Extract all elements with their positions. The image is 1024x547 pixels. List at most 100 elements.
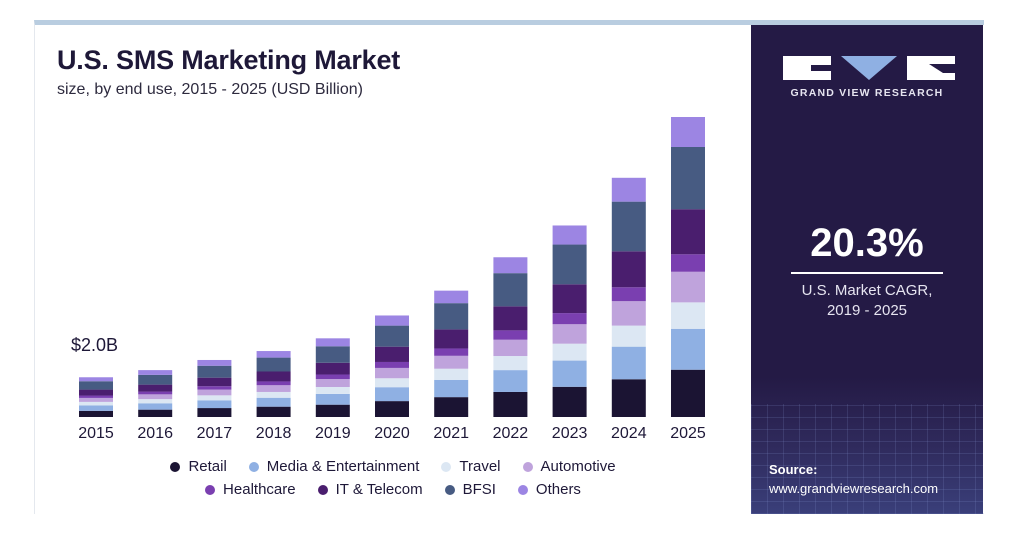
bar-2019-others — [315, 338, 350, 347]
x-tick-label: 2022 — [493, 425, 529, 442]
brand-panel: GRAND VIEW RESEARCH 20.3% U.S. Market CA… — [751, 25, 983, 514]
bar-2022-automotive — [493, 339, 528, 357]
legend-label: Healthcare — [223, 481, 296, 498]
bar-2018-healthcare — [256, 381, 291, 386]
bar-2024-retail — [611, 379, 646, 417]
bar-2024-media-entertainment — [611, 346, 646, 380]
bar-2022-retail — [493, 391, 528, 417]
bar-2025-retail — [671, 369, 705, 417]
bar-2025-travel — [671, 302, 705, 329]
grid-pattern-decoration — [751, 404, 983, 514]
bar-2016-retail — [138, 409, 173, 417]
cagr-label-line2: 2019 - 2025 — [826, 302, 908, 319]
x-tick-label: 2016 — [137, 425, 173, 442]
bar-2018-travel — [256, 391, 291, 398]
legend-item: BFSI — [444, 481, 496, 498]
cagr-divider — [791, 272, 943, 274]
bar-2025-healthcare — [671, 254, 705, 272]
bar-2025-it-telecom — [671, 209, 705, 255]
legend-item: Retail — [170, 458, 227, 475]
bar-2019-it-telecom — [315, 362, 350, 375]
bar-2024-healthcare — [611, 287, 646, 302]
bar-2018-it-telecom — [256, 371, 291, 382]
bar-2022-healthcare — [493, 330, 528, 340]
bar-2025-media-entertainment — [671, 328, 705, 370]
bar-2021-others — [434, 290, 469, 304]
bar-2020-healthcare — [375, 361, 409, 368]
bar-2017-bfsi — [197, 365, 232, 378]
source-title: Source: — [769, 462, 818, 477]
chart-title: U.S. SMS Marketing Market — [57, 45, 401, 75]
infographic-card: U.S. SMS Marketing Market size, by end u… — [34, 20, 984, 514]
chart-subtitle: size, by end use, 2015 - 2025 (USD Billi… — [57, 81, 363, 98]
bar-2018-others — [256, 351, 291, 358]
legend-item: IT & Telecom — [317, 481, 423, 498]
bar-2018-media-entertainment — [256, 397, 291, 407]
bar-2016-others — [138, 370, 173, 375]
legend-label: IT & Telecom — [335, 481, 423, 498]
bar-2017-automotive — [197, 389, 232, 396]
x-tick-label: 2023 — [552, 425, 588, 442]
bar-2022-it-telecom — [493, 306, 528, 331]
legend-row: Retail Media & Entertainment Travel Automot… — [35, 455, 751, 478]
bar-2023-retail — [552, 386, 587, 417]
x-tick-label: 2017 — [197, 425, 233, 442]
bar-2015-it-telecom — [79, 389, 113, 396]
bar-2016-it-telecom — [138, 384, 173, 392]
bar-2019-healthcare — [315, 374, 350, 380]
bar-2019-automotive — [315, 379, 350, 387]
bar-2017-travel — [197, 395, 232, 401]
source-link[interactable]: www.grandviewresearch.com — [769, 481, 939, 496]
bar-2024-it-telecom — [611, 251, 646, 288]
legend-row: Healthcare IT & Telecom BFSI Others — [35, 478, 751, 501]
bar-2017-retail — [197, 408, 232, 417]
bar-2015-retail — [79, 410, 113, 417]
legend-item: Media & Entertainment — [248, 458, 420, 475]
bar-2022-others — [493, 257, 528, 274]
bar-2017-media-entertainment — [197, 400, 232, 409]
bar-2016-media-entertainment — [138, 403, 173, 410]
legend-item: Healthcare — [205, 481, 296, 498]
bar-2016-healthcare — [138, 391, 173, 395]
bar-2023-healthcare — [552, 313, 587, 325]
bar-2025-others — [671, 117, 705, 147]
bar-2022-media-entertainment — [493, 370, 528, 392]
legend-swatch — [441, 461, 452, 472]
cagr-label-line1: U.S. Market CAGR, — [801, 282, 933, 299]
bar-2015-healthcare — [79, 395, 113, 398]
legend-label: Others — [535, 481, 581, 498]
bar-2019-media-entertainment — [315, 393, 350, 405]
bar-2017-it-telecom — [197, 377, 232, 387]
legend-item: Automotive — [522, 458, 616, 475]
bar-2021-bfsi — [434, 303, 469, 330]
bar-2022-bfsi — [493, 273, 528, 307]
bar-2016-travel — [138, 399, 173, 404]
x-tick-label: 2024 — [611, 425, 647, 442]
bar-2019-retail — [315, 404, 350, 417]
bar-2021-it-telecom — [434, 329, 469, 349]
legend-label: BFSI — [462, 481, 496, 498]
x-tick-label: 2019 — [315, 425, 351, 442]
legend-label: Travel — [459, 458, 501, 475]
bar-2015-media-entertainment — [79, 405, 113, 411]
bar-2019-bfsi — [315, 346, 350, 363]
legend-item: Travel — [441, 458, 501, 475]
bar-2023-bfsi — [552, 244, 587, 285]
cagr-value: 20.3% — [810, 221, 924, 265]
bar-2020-it-telecom — [375, 346, 409, 362]
bar-2020-media-entertainment — [375, 387, 409, 402]
legend-label: Media & Entertainment — [266, 458, 420, 475]
legend-swatch — [205, 484, 216, 495]
x-tick-label: 2015 — [78, 425, 114, 442]
bar-2024-automotive — [611, 301, 646, 326]
bar-2024-travel — [611, 325, 646, 347]
bar-2018-retail — [256, 406, 291, 417]
bar-2020-retail — [375, 401, 409, 417]
bar-2023-media-entertainment — [552, 360, 587, 387]
bar-2023-it-telecom — [552, 284, 587, 314]
legend: Retail Media & Entertainment Travel Automot… — [35, 455, 751, 501]
bar-2021-travel — [434, 368, 469, 380]
bar-2017-others — [197, 359, 232, 366]
bar-2018-automotive — [256, 385, 291, 392]
x-tick-label: 2025 — [670, 425, 706, 442]
